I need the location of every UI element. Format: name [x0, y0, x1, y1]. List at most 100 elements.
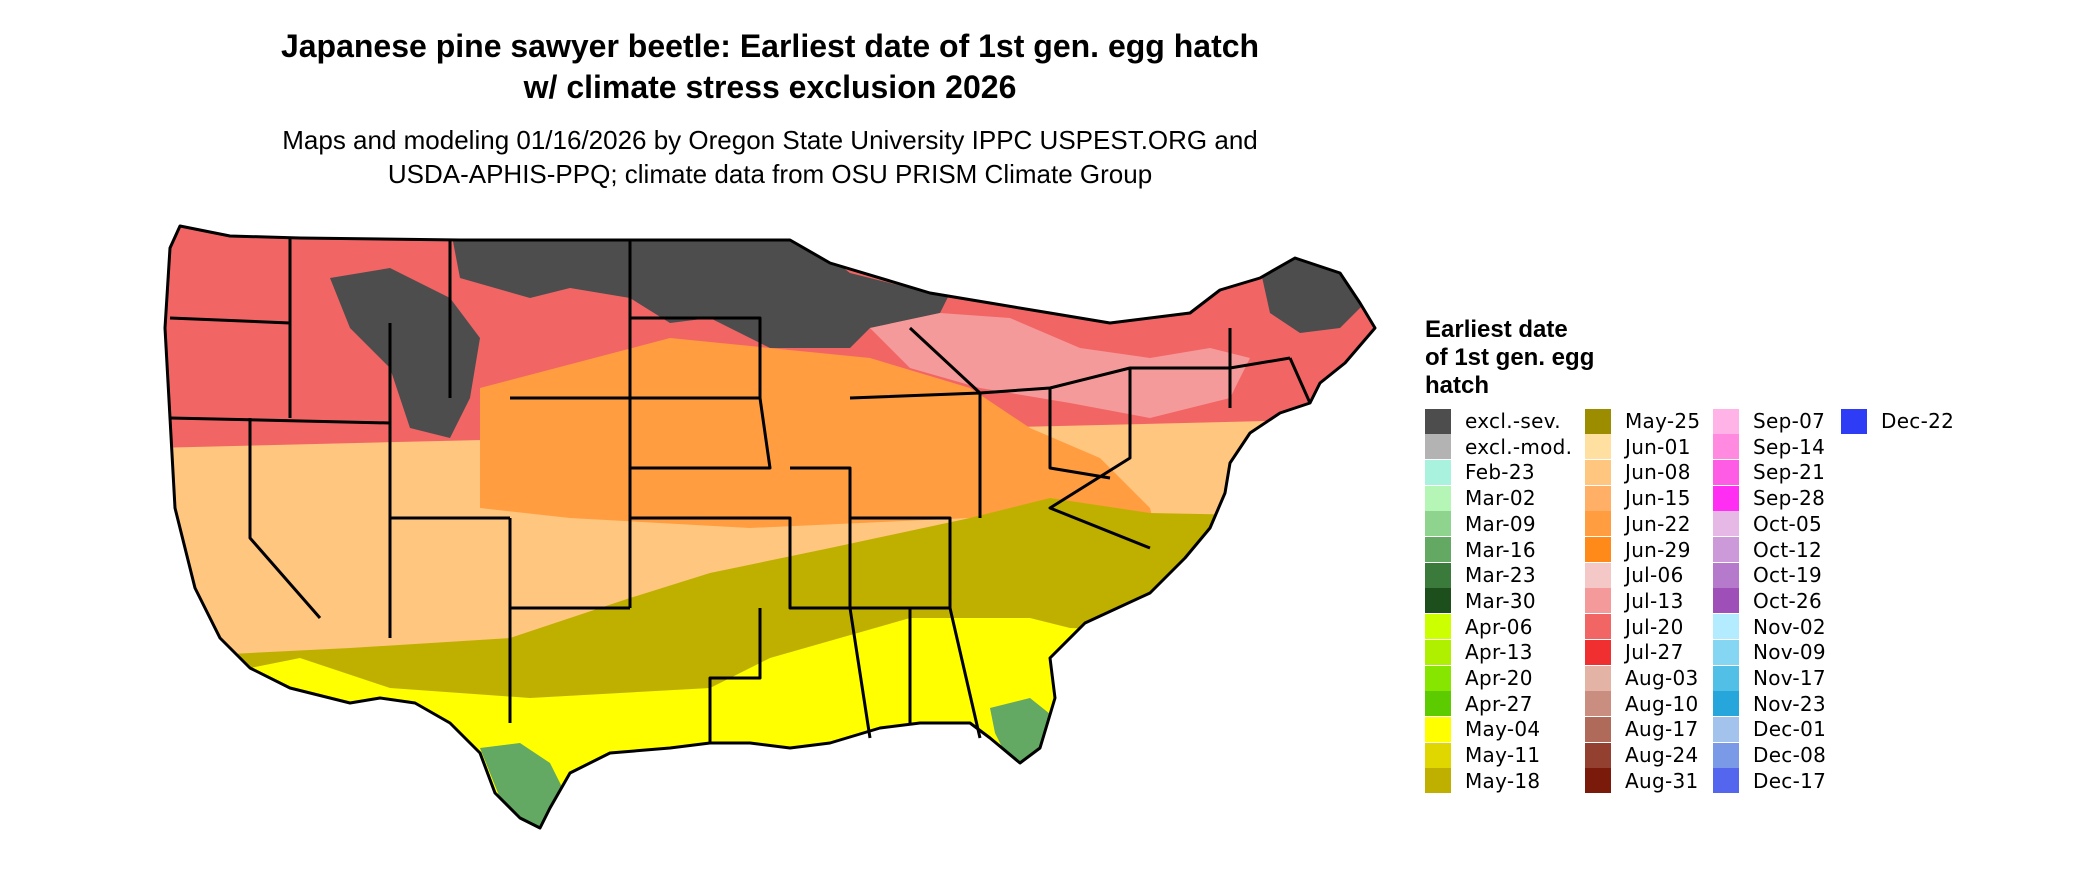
state-lines-east: [849, 326, 1312, 550]
legend-title-line-2: of 1st gen. egg: [1425, 344, 1595, 371]
region-south-florida-tip: [1005, 778, 1040, 828]
legend-item: Jul-27: [1585, 639, 1684, 665]
legend-label: Jul-13: [1625, 588, 1684, 613]
legend-label: Aug-24: [1625, 743, 1699, 768]
legend-item: Jun-22: [1585, 511, 1691, 537]
legend-label: Dec-01: [1753, 717, 1827, 742]
legend-swatch: [1425, 742, 1451, 768]
map-title: Japanese pine sawyer beetle: Earliest da…: [160, 26, 1380, 108]
legend-item: Dec-01: [1713, 716, 1826, 742]
legend-swatch: [1713, 459, 1739, 485]
legend-item: Aug-10: [1585, 691, 1699, 717]
state-lines-central: [628, 240, 982, 743]
legend-swatch: [1425, 691, 1451, 717]
legend-label: Nov-23: [1753, 691, 1826, 716]
legend-item: Mar-16: [1425, 537, 1536, 563]
legend-swatch: [1425, 665, 1451, 691]
map-subtitle-line-1: Maps and modeling 01/16/2026 by Oregon S…: [282, 125, 1258, 155]
map-title-line-1: Japanese pine sawyer beetle: Earliest da…: [280, 28, 1260, 64]
legend-label: Jun-01: [1625, 434, 1691, 459]
legend-item: Nov-17: [1713, 665, 1826, 691]
legend-swatch: [1585, 459, 1611, 485]
legend-item: Dec-08: [1713, 742, 1826, 768]
legend-swatch: [1585, 665, 1611, 691]
legend-item: Sep-14: [1713, 434, 1825, 460]
legend-label: Nov-02: [1753, 614, 1826, 639]
legend-label: May-25: [1625, 409, 1701, 433]
region-south-texas: [480, 743, 565, 828]
legend-item: Apr-13: [1425, 639, 1533, 665]
legend-item: Oct-19: [1713, 562, 1822, 588]
legend-item: Nov-09: [1713, 639, 1826, 665]
legend-swatch: [1585, 434, 1611, 460]
legend-swatch: [1713, 434, 1739, 460]
legend-label: Aug-17: [1625, 717, 1699, 742]
legend-label: excl.-mod.: [1465, 434, 1573, 459]
legend-swatch: [1425, 511, 1451, 537]
legend-swatch: [1425, 485, 1451, 511]
legend-item: Mar-02: [1425, 485, 1536, 511]
legend-label: Oct-05: [1753, 511, 1823, 536]
legend-swatch: [1425, 716, 1451, 742]
legend-label: Jun-15: [1625, 486, 1691, 511]
legend-label: Sep-14: [1753, 434, 1826, 459]
legend-item: Aug-03: [1585, 665, 1699, 691]
legend-item: Dec-22: [1841, 408, 1954, 434]
legend-item: Dec-17: [1713, 768, 1826, 794]
map-subtitle: Maps and modeling 01/16/2026 by Oregon S…: [160, 123, 1380, 191]
region-central-plains-ohio-valley: [480, 338, 1375, 548]
legend-item: Jun-08: [1585, 459, 1691, 485]
legend-swatch: [1585, 614, 1611, 640]
legend-label: Mar-30: [1465, 588, 1536, 613]
legend-item: Apr-20: [1425, 665, 1533, 691]
legend-swatch: [1713, 511, 1739, 537]
legend-item: May-11: [1425, 742, 1540, 768]
legend-label: Nov-09: [1753, 640, 1826, 665]
legend-label: Dec-17: [1753, 768, 1827, 793]
legend-label: excl.-sev.: [1465, 409, 1561, 433]
legend-swatch: [1585, 537, 1611, 562]
legend-label: May-11: [1465, 743, 1541, 768]
legend-item: excl.-sev.: [1425, 408, 1561, 434]
legend-label: Aug-31: [1625, 768, 1699, 793]
legend-item: Sep-21: [1713, 459, 1825, 485]
legend-label: Mar-02: [1465, 486, 1536, 511]
legend-swatch: [1585, 511, 1611, 537]
legend-item: Aug-31: [1585, 768, 1699, 794]
legend-item: Aug-24: [1585, 742, 1699, 768]
legend-label: Mar-16: [1465, 537, 1536, 562]
legend-label: Oct-19: [1753, 563, 1823, 588]
legend-item: Mar-30: [1425, 588, 1536, 614]
legend-label: Sep-21: [1753, 460, 1826, 485]
legend-swatch: [1841, 408, 1867, 434]
legend-label: Jun-29: [1625, 537, 1691, 562]
legend-item: May-04: [1425, 716, 1540, 742]
legend-item: Nov-02: [1713, 614, 1826, 640]
legend-label: Jun-22: [1625, 511, 1691, 536]
legend-label: Apr-20: [1465, 666, 1533, 690]
legend-label: Sep-28: [1753, 486, 1826, 511]
legend-swatch: [1425, 588, 1451, 614]
legend-label: Jul-20: [1625, 614, 1684, 639]
legend-swatch: [1713, 408, 1739, 434]
legend-swatch: [1713, 537, 1739, 562]
legend-item: excl.-mod.: [1425, 434, 1572, 460]
legend-label: Jul-06: [1625, 563, 1684, 588]
legend-item: May-25: [1585, 408, 1700, 434]
legend-item: Aug-17: [1585, 716, 1699, 742]
legend-swatch: [1713, 665, 1739, 691]
legend-swatch: [1585, 408, 1611, 434]
legend-label: Mar-23: [1465, 563, 1536, 588]
phenology-raster: [165, 226, 1375, 828]
legend-label: Oct-12: [1753, 537, 1823, 562]
legend-item: Oct-26: [1713, 588, 1822, 614]
legend-item: Sep-28: [1713, 485, 1825, 511]
legend-label: Dec-08: [1753, 743, 1827, 768]
legend-label: Apr-27: [1465, 691, 1533, 716]
legend-swatch: [1713, 588, 1739, 614]
legend-label: Apr-06: [1465, 614, 1533, 639]
legend-item: Jul-06: [1585, 562, 1684, 588]
legend-swatch: [1425, 434, 1451, 460]
legend-swatch: [1585, 716, 1611, 742]
legend-swatch: [1585, 742, 1611, 768]
